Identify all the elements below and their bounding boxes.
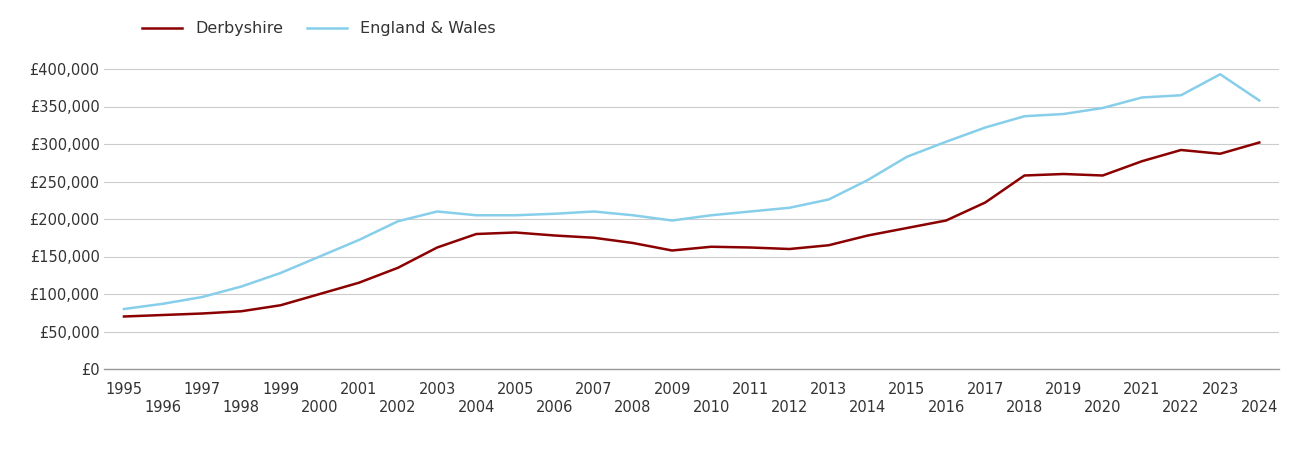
Derbyshire <box>1251 140 1267 145</box>
Text: 2019: 2019 <box>1045 382 1082 396</box>
Text: 2005: 2005 <box>497 382 534 396</box>
Derbyshire <box>703 244 719 249</box>
England & Wales <box>977 125 993 130</box>
Derbyshire <box>1095 173 1111 178</box>
Text: 2004: 2004 <box>458 400 495 415</box>
Derbyshire <box>821 243 837 248</box>
England & Wales <box>1134 95 1150 100</box>
Legend: Derbyshire, England & Wales: Derbyshire, England & Wales <box>136 15 501 42</box>
England & Wales <box>155 301 171 306</box>
Derbyshire <box>743 245 758 250</box>
Text: 2018: 2018 <box>1006 400 1043 415</box>
Text: 2014: 2014 <box>850 400 886 415</box>
Text: 2000: 2000 <box>301 400 338 415</box>
Derbyshire <box>586 235 602 240</box>
Text: 2024: 2024 <box>1241 400 1278 415</box>
Text: 2021: 2021 <box>1124 382 1160 396</box>
England & Wales <box>586 209 602 214</box>
Text: 2023: 2023 <box>1202 382 1238 396</box>
England & Wales <box>116 306 132 312</box>
Text: 1997: 1997 <box>184 382 221 396</box>
Derbyshire <box>155 312 171 318</box>
England & Wales <box>547 211 562 216</box>
Derbyshire <box>351 280 367 285</box>
Text: 2010: 2010 <box>693 400 729 415</box>
England & Wales <box>1251 98 1267 103</box>
Derbyshire <box>1134 158 1150 164</box>
England & Wales <box>429 209 445 214</box>
England & Wales <box>1017 113 1032 119</box>
Text: 2007: 2007 <box>576 382 612 396</box>
Text: 2008: 2008 <box>615 400 651 415</box>
England & Wales <box>899 154 915 159</box>
Line: England & Wales: England & Wales <box>124 74 1259 309</box>
England & Wales <box>703 212 719 218</box>
Derbyshire <box>468 231 484 237</box>
Text: 2020: 2020 <box>1084 400 1121 415</box>
England & Wales <box>1173 93 1189 98</box>
Derbyshire <box>977 200 993 205</box>
England & Wales <box>390 219 406 224</box>
Derbyshire <box>1173 147 1189 153</box>
Derbyshire <box>116 314 132 319</box>
Text: 2003: 2003 <box>419 382 455 396</box>
Text: 1998: 1998 <box>223 400 260 415</box>
Text: 1996: 1996 <box>145 400 181 415</box>
Derbyshire <box>1017 173 1032 178</box>
England & Wales <box>1095 105 1111 111</box>
Text: 2002: 2002 <box>380 400 416 415</box>
Derbyshire <box>1212 151 1228 157</box>
Text: 2011: 2011 <box>732 382 769 396</box>
Derbyshire <box>312 291 328 297</box>
England & Wales <box>351 237 367 243</box>
Text: 2006: 2006 <box>536 400 573 415</box>
Derbyshire <box>194 311 210 316</box>
Derbyshire <box>625 240 641 246</box>
England & Wales <box>664 218 680 223</box>
Derbyshire <box>782 246 797 252</box>
England & Wales <box>194 294 210 300</box>
Derbyshire <box>234 309 249 314</box>
England & Wales <box>508 212 523 218</box>
Text: 2012: 2012 <box>771 400 808 415</box>
Text: 2022: 2022 <box>1163 400 1199 415</box>
England & Wales <box>782 205 797 211</box>
Derbyshire <box>938 218 954 223</box>
England & Wales <box>273 270 288 276</box>
Derbyshire <box>899 225 915 231</box>
Derbyshire <box>664 248 680 253</box>
England & Wales <box>625 212 641 218</box>
England & Wales <box>938 139 954 144</box>
England & Wales <box>821 197 837 202</box>
Derbyshire <box>273 302 288 308</box>
Derbyshire <box>1056 171 1071 177</box>
England & Wales <box>1056 111 1071 117</box>
England & Wales <box>743 209 758 214</box>
Line: Derbyshire: Derbyshire <box>124 143 1259 316</box>
Text: 2015: 2015 <box>889 382 925 396</box>
England & Wales <box>312 254 328 259</box>
Derbyshire <box>390 265 406 270</box>
Text: 1995: 1995 <box>106 382 142 396</box>
Text: 2001: 2001 <box>341 382 377 396</box>
England & Wales <box>1212 72 1228 77</box>
Derbyshire <box>429 245 445 250</box>
England & Wales <box>860 177 876 183</box>
Text: 1999: 1999 <box>262 382 299 396</box>
England & Wales <box>234 284 249 289</box>
Text: 2017: 2017 <box>967 382 1004 396</box>
Text: 2016: 2016 <box>928 400 964 415</box>
Derbyshire <box>508 230 523 235</box>
Derbyshire <box>860 233 876 238</box>
Text: 2013: 2013 <box>810 382 847 396</box>
Derbyshire <box>547 233 562 238</box>
England & Wales <box>468 212 484 218</box>
Text: 2009: 2009 <box>654 382 690 396</box>
